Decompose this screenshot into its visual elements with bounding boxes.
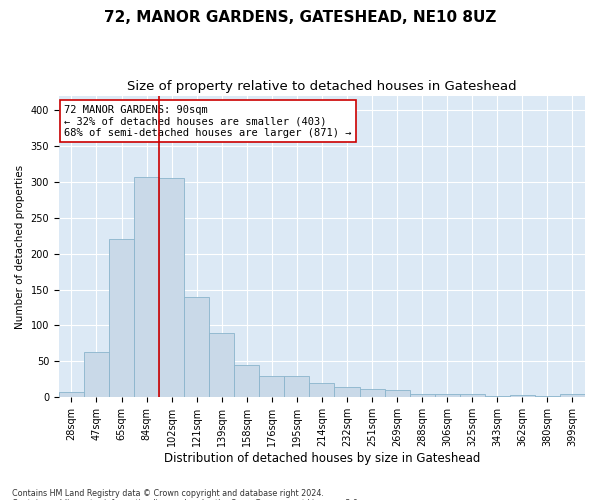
Bar	[184, 298, 209, 398]
Bar	[410, 394, 434, 398]
Bar	[159, 178, 184, 398]
X-axis label: Distribution of detached houses by size in Gateshead: Distribution of detached houses by size …	[164, 452, 480, 465]
Bar	[485, 396, 510, 398]
Bar	[359, 390, 385, 398]
Text: Contains public sector information licensed under the Open Government Licence v3: Contains public sector information licen…	[12, 498, 361, 500]
Bar	[460, 394, 485, 398]
Text: Contains HM Land Registry data © Crown copyright and database right 2024.: Contains HM Land Registry data © Crown c…	[12, 488, 324, 498]
Bar	[209, 332, 234, 398]
Text: 72 MANOR GARDENS: 90sqm
← 32% of detached houses are smaller (403)
68% of semi-d: 72 MANOR GARDENS: 90sqm ← 32% of detache…	[64, 104, 352, 138]
Bar	[535, 396, 560, 398]
Text: 72, MANOR GARDENS, GATESHEAD, NE10 8UZ: 72, MANOR GARDENS, GATESHEAD, NE10 8UZ	[104, 10, 496, 25]
Bar	[134, 177, 159, 398]
Bar	[334, 388, 359, 398]
Bar	[284, 376, 310, 398]
Bar	[560, 394, 585, 398]
Title: Size of property relative to detached houses in Gateshead: Size of property relative to detached ho…	[127, 80, 517, 93]
Bar	[259, 376, 284, 398]
Bar	[385, 390, 410, 398]
Bar	[510, 395, 535, 398]
Bar	[59, 392, 84, 398]
Bar	[234, 365, 259, 398]
Y-axis label: Number of detached properties: Number of detached properties	[15, 164, 25, 328]
Bar	[434, 394, 460, 398]
Bar	[310, 383, 334, 398]
Bar	[84, 352, 109, 398]
Bar	[109, 240, 134, 398]
